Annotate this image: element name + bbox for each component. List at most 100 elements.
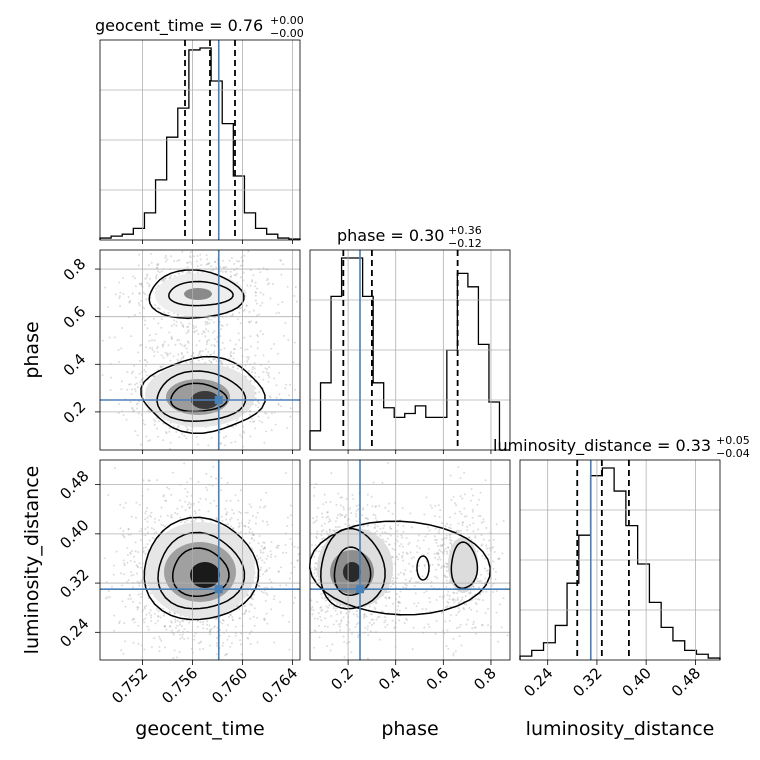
scatter-point xyxy=(132,555,135,558)
scatter-point xyxy=(261,573,264,576)
scatter-point xyxy=(446,546,449,549)
scatter-point xyxy=(122,277,124,280)
scatter-point xyxy=(193,330,196,333)
scatter-point xyxy=(357,508,360,511)
scatter-point xyxy=(163,612,166,615)
scatter-point xyxy=(197,359,200,362)
scatter-point xyxy=(130,571,133,573)
scatter-point xyxy=(388,596,391,599)
scatter-point xyxy=(485,590,488,593)
scatter-point xyxy=(168,625,171,628)
scatter-point xyxy=(314,617,316,620)
scatter-point xyxy=(248,413,251,416)
scatter-point xyxy=(155,531,158,534)
scatter-point xyxy=(239,489,242,492)
scatter-point xyxy=(275,312,278,315)
scatter-point xyxy=(455,614,458,616)
scatter-point xyxy=(194,512,197,515)
scatter-point xyxy=(229,275,232,278)
scatter-point xyxy=(145,584,148,587)
scatter-point xyxy=(411,565,414,568)
scatter-point xyxy=(129,300,132,302)
scatter-point xyxy=(270,586,273,589)
scatter-point xyxy=(210,353,213,356)
scatter-point xyxy=(375,618,378,621)
scatter-point xyxy=(156,351,159,353)
scatter-point xyxy=(248,519,251,522)
scatter-point xyxy=(189,477,192,480)
scatter-point xyxy=(459,529,462,532)
scatter-point xyxy=(254,404,257,407)
scatter-point xyxy=(159,638,162,641)
scatter-point xyxy=(140,443,142,446)
scatter-point xyxy=(253,367,256,370)
scatter-point xyxy=(153,521,156,524)
scatter-point xyxy=(449,474,452,477)
title-phase: phase = 0.30 xyxy=(337,226,444,245)
scatter-point xyxy=(408,541,411,544)
scatter-point xyxy=(137,624,140,627)
scatter-point xyxy=(246,636,249,639)
scatter-point xyxy=(122,559,125,562)
scatter-point xyxy=(170,335,173,338)
scatter-point xyxy=(256,641,259,644)
scatter-point xyxy=(279,584,282,587)
scatter-point xyxy=(356,615,359,618)
scatter-point xyxy=(404,578,407,581)
scatter-point xyxy=(473,626,476,629)
scatter-point xyxy=(341,514,344,517)
scatter-point xyxy=(140,299,143,302)
ylabel-phase: phase xyxy=(21,321,43,378)
scatter-point xyxy=(136,382,138,385)
scatter-point xyxy=(402,586,405,589)
scatter-point xyxy=(240,632,243,635)
scatter-point xyxy=(384,506,387,509)
scatter-point xyxy=(452,598,455,600)
scatter-point xyxy=(451,598,454,601)
scatter-point xyxy=(470,488,473,490)
scatter-point xyxy=(288,620,291,623)
scatter-point xyxy=(124,640,127,643)
scatter-point xyxy=(428,597,431,599)
scatter-point xyxy=(131,292,134,295)
scatter-point xyxy=(248,503,251,506)
scatter-point xyxy=(390,527,393,530)
scatter-point xyxy=(195,344,198,347)
scatter-point xyxy=(355,515,358,518)
scatter-point xyxy=(316,530,319,533)
scatter-point xyxy=(326,645,329,648)
scatter-point xyxy=(134,285,137,288)
scatter-point xyxy=(265,412,268,415)
scatter-point xyxy=(265,568,268,571)
scatter-point xyxy=(439,558,442,561)
scatter-point xyxy=(103,557,106,560)
scatter-point xyxy=(219,270,222,272)
scatter-point xyxy=(277,303,280,306)
scatter-point xyxy=(164,277,167,280)
scatter-point xyxy=(278,393,281,396)
scatter-point xyxy=(287,338,290,341)
scatter-point xyxy=(181,636,184,639)
scatter-point xyxy=(475,632,478,635)
scatter-point xyxy=(261,301,264,304)
contour-ld-gt-mid xyxy=(157,531,246,610)
scatter-point xyxy=(355,613,358,616)
scatter-point xyxy=(393,562,396,565)
scatter-point xyxy=(142,291,145,294)
scatter-point xyxy=(268,578,271,581)
scatter-point xyxy=(497,557,500,560)
scatter-point xyxy=(391,619,394,622)
scatter-point xyxy=(403,622,406,625)
scatter-point xyxy=(148,611,151,614)
scatter-point xyxy=(339,513,342,515)
scatter-point xyxy=(232,527,235,530)
scatter-point xyxy=(252,615,255,618)
scatter-point xyxy=(257,558,260,561)
grid-phase-phase xyxy=(310,250,510,450)
scatter-point xyxy=(433,535,436,538)
scatter-point xyxy=(254,371,257,374)
scatter-point xyxy=(230,517,233,520)
scatter-point xyxy=(266,586,268,589)
scatter-point xyxy=(493,551,496,553)
scatter-point xyxy=(313,566,316,569)
